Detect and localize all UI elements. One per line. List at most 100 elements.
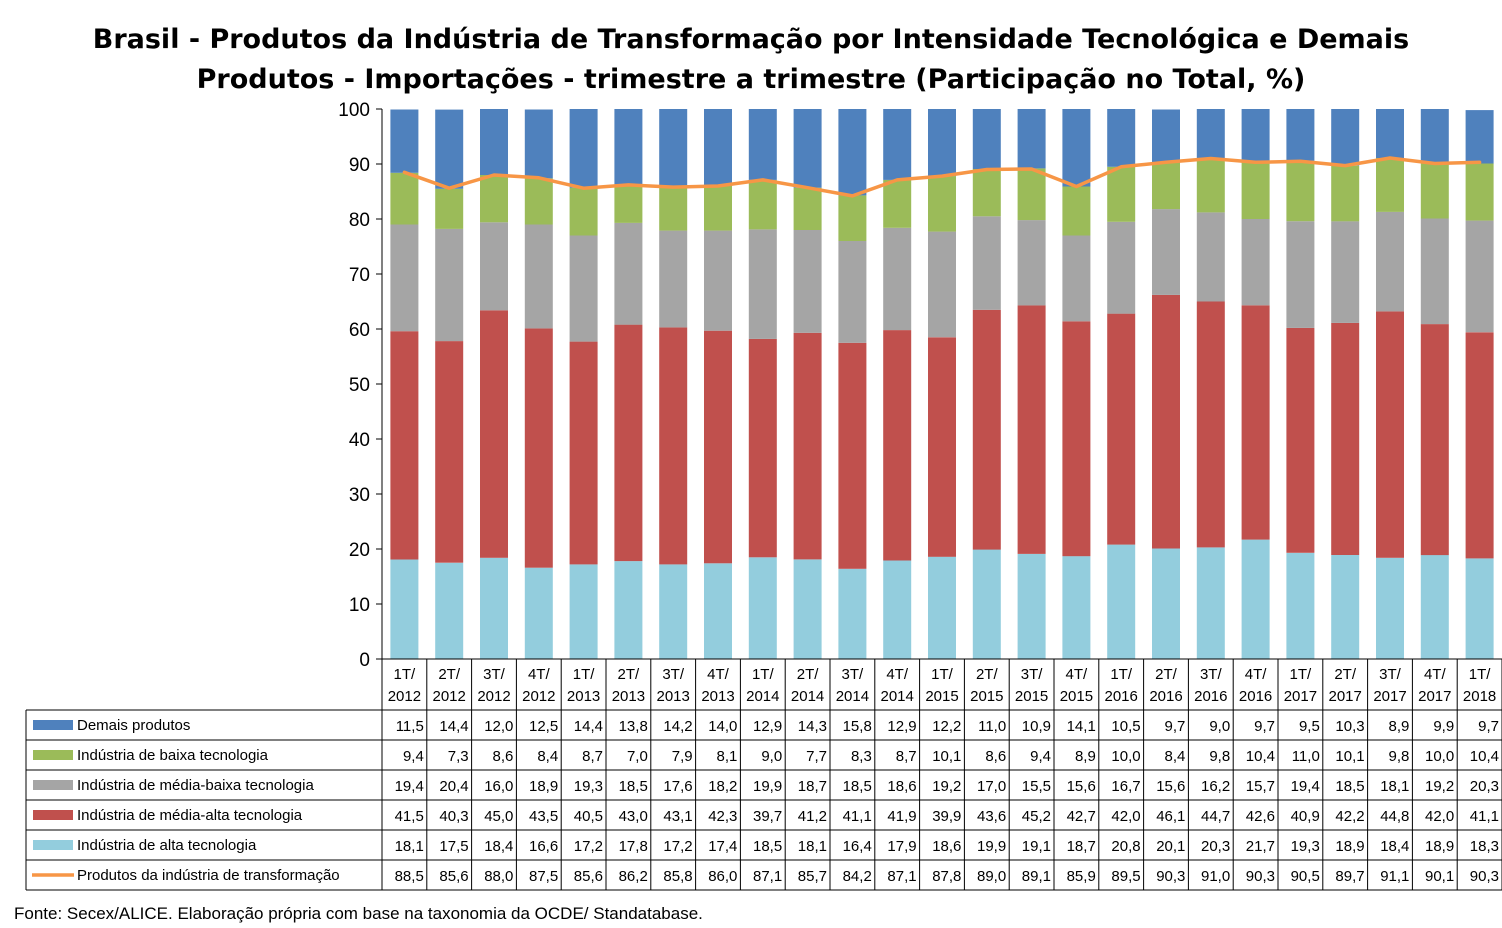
bar-3-19 <box>1196 212 1225 302</box>
table-cell: 14,2 <box>663 718 692 735</box>
bar-1-25 <box>1465 110 1494 164</box>
table-cell: 11,0 <box>978 718 1006 735</box>
bar-5-19 <box>1196 547 1225 659</box>
bar-5-15 <box>1017 554 1046 659</box>
bar-3-15 <box>1017 220 1046 306</box>
bar-5-5 <box>569 564 598 659</box>
category-label-quarter: 3T/ <box>1021 666 1044 683</box>
bar-2-18 <box>1152 162 1180 210</box>
y-tick-label: 90 <box>349 155 370 176</box>
bar-5-12 <box>883 560 912 659</box>
table-cell: 7,3 <box>448 748 469 765</box>
bar-5-14 <box>972 549 1001 659</box>
table-cell: 40,9 <box>1291 808 1320 825</box>
category-label-quarter: 1T/ <box>394 666 417 683</box>
table-cell: 90,1 <box>1425 868 1454 885</box>
bar-3-5 <box>569 235 598 342</box>
table-cell: 9,7 <box>1254 718 1275 735</box>
table-cell: 87,8 <box>932 868 961 885</box>
table-cell: 18,6 <box>887 778 916 795</box>
table-cell: 19,3 <box>574 778 603 795</box>
bar-4-19 <box>1196 301 1225 548</box>
table-cell: 9,0 <box>761 748 782 765</box>
table-cell: 90,5 <box>1291 868 1320 885</box>
table-cell: 85,7 <box>798 868 827 885</box>
bar-4-3 <box>480 310 508 558</box>
bar-3-12 <box>883 227 912 331</box>
category-label-quarter: 2T/ <box>438 666 461 683</box>
table-cell: 14,3 <box>798 718 827 735</box>
bar-1-22 <box>1331 109 1360 166</box>
bar-4-11 <box>838 342 867 569</box>
bar-2-15 <box>1017 168 1046 221</box>
table-cell: 45,0 <box>484 808 513 825</box>
table-cell: 18,6 <box>932 838 961 855</box>
bar-4-14 <box>972 309 1001 550</box>
bar-2-12 <box>883 179 912 228</box>
table-cell: 18,5 <box>753 838 782 855</box>
table-cell: 40,3 <box>439 808 468 825</box>
category-label-year: 2016 <box>1149 688 1182 705</box>
bar-3-3 <box>480 222 508 311</box>
bar-5-3 <box>480 557 508 659</box>
category-label-quarter: 4T/ <box>528 666 551 683</box>
category-label-quarter: 4T/ <box>1424 666 1447 683</box>
table-cell: 85,6 <box>439 868 468 885</box>
bar-3-10 <box>793 230 822 333</box>
bar-1-23 <box>1376 109 1404 158</box>
table-cell: 87,5 <box>529 868 558 885</box>
category-label-year: 2016 <box>1239 688 1272 705</box>
bar-1-14 <box>972 109 1001 169</box>
category-label-quarter: 3T/ <box>1200 666 1223 683</box>
table-cell: 87,1 <box>887 868 916 885</box>
category-label-year: 2015 <box>970 688 1003 705</box>
table-cell: 17,6 <box>663 778 692 795</box>
table-cell: 17,4 <box>708 838 737 855</box>
bar-1-9 <box>748 109 777 180</box>
bar-2-19 <box>1196 158 1225 213</box>
y-tick-label: 50 <box>349 375 370 396</box>
bar-2-7 <box>659 187 688 231</box>
category-label-year: 2013 <box>612 688 645 705</box>
table-cell: 15,6 <box>1067 778 1096 795</box>
table-cell: 15,8 <box>843 718 872 735</box>
bar-3-22 <box>1331 221 1360 323</box>
table-cell: 19,4 <box>1291 778 1320 795</box>
source-note: Fonte: Secex/ALICE. Elaboração própria c… <box>14 904 703 923</box>
bar-4-18 <box>1152 294 1180 549</box>
table-cell: 42,0 <box>1111 808 1140 825</box>
category-label-quarter: 1T/ <box>752 666 775 683</box>
bar-1-21 <box>1286 109 1315 161</box>
category-label-year: 2012 <box>477 688 510 705</box>
category-label-year: 2013 <box>701 688 734 705</box>
bar-2-23 <box>1376 158 1404 212</box>
y-tick-label: 0 <box>359 650 370 671</box>
table-cell: 9,7 <box>1478 718 1499 735</box>
bar-5-10 <box>793 559 822 659</box>
table-cell: 14,4 <box>439 718 468 735</box>
table-cell: 20,8 <box>1111 838 1140 855</box>
bar-3-16 <box>1062 235 1091 322</box>
table-cell: 18,9 <box>1425 838 1454 855</box>
table-cell: 20,3 <box>1201 838 1230 855</box>
legend-label: Produtos da indústria de transformação <box>77 867 340 884</box>
bar-5-4 <box>524 567 553 659</box>
table-cell: 41,5 <box>395 808 424 825</box>
table-cell: 18,9 <box>1335 838 1364 855</box>
table-cell: 91,1 <box>1380 868 1409 885</box>
bar-4-6 <box>614 324 643 562</box>
category-label-year: 2017 <box>1284 688 1317 705</box>
table-cell: 46,1 <box>1156 808 1185 825</box>
table-cell: 9,5 <box>1299 718 1320 735</box>
bar-4-20 <box>1241 305 1270 540</box>
table-cell: 43,5 <box>529 808 558 825</box>
data-table: 1T/2012 2T/2012 3T/2012 4T/2012 1T/2013 2T/20… <box>25 658 1502 891</box>
table-cell: 85,6 <box>574 868 603 885</box>
bar-1-12 <box>883 109 912 180</box>
bar-5-21 <box>1286 552 1315 659</box>
bar-3-13 <box>928 231 956 338</box>
bar-5-2 <box>435 562 464 660</box>
bar-2-5 <box>569 187 598 236</box>
bar-4-4 <box>524 328 553 568</box>
table-cell: 88,0 <box>484 868 513 885</box>
